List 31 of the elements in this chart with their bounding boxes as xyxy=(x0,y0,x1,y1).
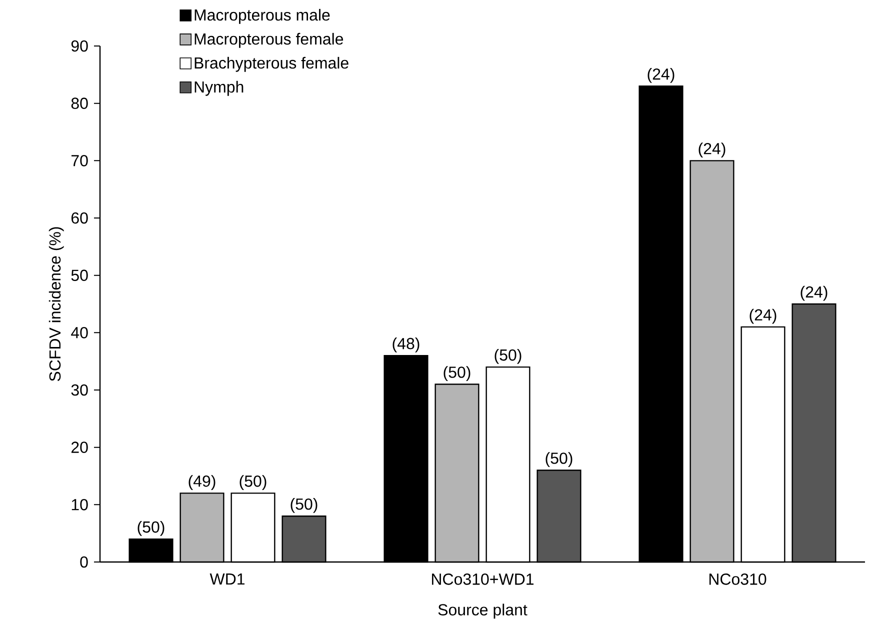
annotation: (50) xyxy=(444,366,470,382)
annotation: (50) xyxy=(240,475,266,490)
legend-label: Nymph xyxy=(194,80,244,96)
y-tick-label: 50 xyxy=(71,270,88,281)
y-tick-label: 60 xyxy=(71,212,88,224)
annotation: (24) xyxy=(698,142,726,158)
x-tick-label: NCo310+WD1 xyxy=(432,574,534,585)
annotation: (49) xyxy=(188,475,216,490)
y-tick-label: 10 xyxy=(72,498,88,510)
y-tick-label: 90 xyxy=(71,40,88,52)
annotation: (48) xyxy=(392,337,420,352)
annotation: (24) xyxy=(800,286,828,301)
annotation: (24) xyxy=(750,308,776,324)
annotation: (50) xyxy=(546,452,572,468)
legend-label: Brachypterous female xyxy=(194,56,348,72)
y-tick-label: 20 xyxy=(71,442,88,453)
x-tick-label: WD1 xyxy=(210,574,244,585)
x-axis-title: Source plant xyxy=(438,604,528,619)
annotation: (50) xyxy=(290,498,318,513)
y-tick-label: 0 xyxy=(80,556,88,568)
y-tick-label: 30 xyxy=(71,384,88,396)
annotation: (24) xyxy=(648,68,674,83)
x-tick-label: NCo310 xyxy=(709,574,766,585)
annotation: (50) xyxy=(138,520,164,536)
y-tick-label: 80 xyxy=(71,98,88,109)
y-axis-title: SCFDV incidence (%) xyxy=(48,227,64,382)
legend-label: Macropterous female xyxy=(194,32,344,48)
y-tick-label: 40 xyxy=(71,327,88,338)
y-tick-label: 70 xyxy=(71,155,88,166)
legend-label: Macropterous male xyxy=(194,8,330,24)
annotation: (50) xyxy=(494,348,522,364)
